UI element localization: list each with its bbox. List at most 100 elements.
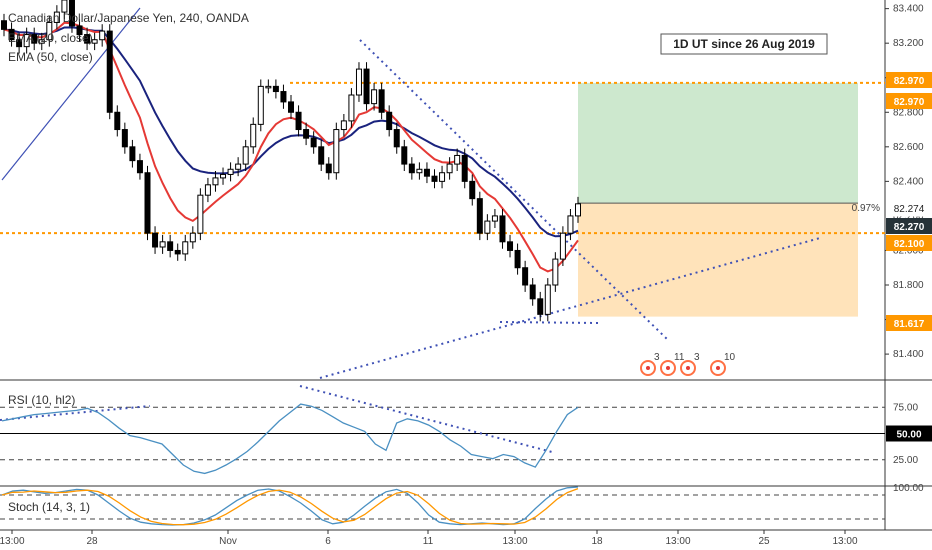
candle-body [378,89,385,113]
candle-body [537,298,544,315]
stoch-d-line [1,487,579,526]
candle-body [363,68,370,105]
price-tag[interactable] [886,218,932,234]
rsi-level-tag [886,425,932,442]
candle-body [16,39,23,48]
price-tick-label: 82.600 [893,142,924,153]
rsi-legend[interactable]: RSI (10, hl2) [8,393,75,407]
candle-body [212,177,219,186]
rsi-trendline[interactable] [0,405,151,421]
candle-body [121,129,128,148]
event-marker-dot [666,366,670,370]
annotation-text: 1D UT since 26 Aug 2019 [673,37,815,51]
candle-body [189,232,196,243]
candle-body [507,241,514,251]
indicator-lines [1,403,579,526]
candle-body [182,241,189,255]
candle-body [280,91,287,103]
candle-body [454,154,461,165]
candle-body [272,85,279,93]
price-tag-label: 81.617 [894,319,925,330]
candle-body [552,258,559,286]
time-tick-label: 13:00 [0,536,25,547]
time-tick-label: 18 [591,536,603,547]
candle-body [386,111,393,131]
candle-body [295,111,302,131]
ema50-legend[interactable]: EMA (50, close) [8,50,93,64]
candle-body [522,267,529,286]
candle-body [31,34,38,44]
rsi-downtrend-line[interactable] [299,385,553,453]
low-line[interactable] [499,321,599,324]
time-tick-label: 13:00 [502,536,527,547]
stoch-k-line [1,486,579,526]
position-zones [578,82,858,317]
trendlines[interactable] [0,7,821,453]
annotation-box[interactable] [660,33,828,55]
candle-body [174,249,181,255]
candle-body [257,85,264,125]
candle-body [303,129,310,139]
candle-body [91,39,98,44]
rsi-level-label: 50.00 [896,430,921,441]
event-marker-dot [686,366,690,370]
candle-body [529,284,536,300]
candle-body [514,249,521,269]
candle-body [53,11,60,23]
event-marker-count: 11 [674,352,685,363]
ema20-legend[interactable]: EMA (20, close) [8,31,93,45]
rsi-tick-label: 25.00 [893,455,918,466]
candle-body [446,163,453,174]
candle-body [136,160,143,174]
candle-body [340,120,347,131]
stoch-legend[interactable]: Stoch (14, 3, 1) [8,500,90,514]
event-marker-count: 3 [654,352,660,363]
rsi-tick-label: 75.00 [893,402,918,413]
candle-body [99,30,106,41]
price-tag-label: 82.270 [894,222,925,233]
event-marker-dot [716,366,720,370]
price-tag[interactable] [886,315,932,331]
price-tag-label: 82.970 [894,76,925,87]
price-tag-label: 82.100 [894,239,925,250]
price-tag[interactable] [886,93,932,109]
price-tag[interactable] [886,235,932,251]
rsi-line [1,403,579,475]
stoch-tick-label: 100.00 [893,483,924,494]
candle-body [408,163,415,174]
candle-body [152,232,159,248]
time-axis[interactable]: 13:00 28 Nov 6 11 13:00 18 13:00 25 13:00 [0,530,858,547]
candle-body [310,137,317,148]
candle-body [197,194,204,234]
time-tick-label: 13:00 [665,536,690,547]
event-marker-count: 10 [724,352,736,363]
price-tag[interactable] [886,72,932,88]
time-tick-label: 11 [423,536,434,547]
event-markers[interactable]: 3 11 3 10 [640,352,736,376]
price-tag[interactable] [885,199,932,217]
price-tick-label: 81.400 [893,349,924,360]
candle-body [484,220,491,234]
profit-zone[interactable] [578,82,858,204]
event-marker-count: 3 [694,352,700,363]
candle-body [416,168,423,174]
event-marker-dot [646,366,650,370]
loss-zone[interactable] [578,203,858,317]
uptrend-line[interactable] [1,7,141,181]
candle-body [371,89,378,105]
rising-support-line[interactable] [319,237,821,379]
candle-body [355,68,362,96]
price-axis[interactable]: 83.40083.20083.00082.80082.60082.40082.2… [885,4,932,494]
candle-body [167,241,174,251]
candle-body [61,0,68,13]
price-tick-label: 81.800 [893,280,924,291]
candle-body [575,203,581,217]
candle-body [144,172,151,234]
candle-body [38,39,45,44]
time-tick-label: 13:00 [832,536,857,547]
candle-body [499,215,506,243]
candle-body [348,94,355,122]
candle-body [235,163,242,170]
candle-body [106,30,113,113]
